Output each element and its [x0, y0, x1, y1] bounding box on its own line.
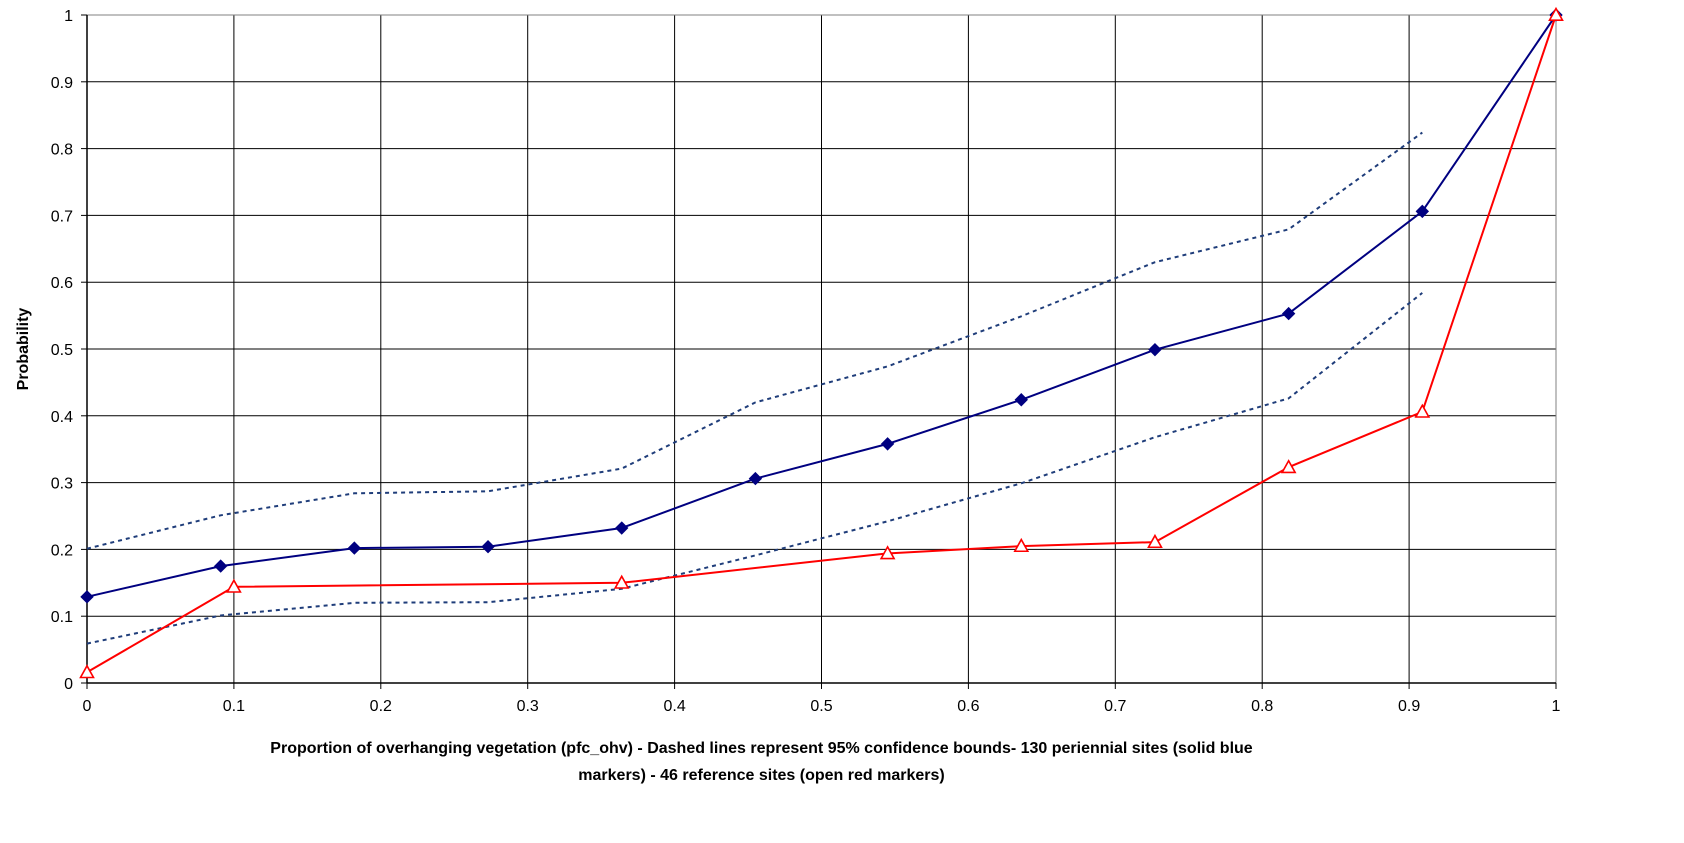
data-point-diamond: [1415, 204, 1430, 219]
y-tick-label: 0.2: [51, 542, 73, 559]
data-point-triangle: [1414, 403, 1431, 418]
y-tick-label: 0.8: [51, 142, 73, 159]
grid: [86, 14, 1557, 684]
y-axis-ticks: 0 0.1 0.2 0.3 0.4 0.5 0.6 0.7 0.8 0.9 1: [51, 8, 87, 693]
series-2: [86, 292, 1423, 645]
y-tick-label: 0.5: [51, 342, 73, 359]
y-tick-label: 0.4: [51, 409, 73, 426]
series-line-2: [86, 292, 1423, 645]
x-tick-label: 0.4: [663, 698, 685, 715]
series-1: [86, 131, 1423, 550]
data-point-diamond: [1281, 306, 1296, 321]
data-point-triangle: [226, 578, 242, 593]
y-axis-title: Probability: [15, 308, 32, 391]
series-3: [79, 6, 1564, 679]
data-point-triangle: [1013, 537, 1030, 553]
y-tick-label: 0.3: [51, 476, 73, 493]
data-point-triangle: [79, 664, 95, 679]
x-tick-label: 0.8: [1251, 698, 1273, 715]
x-tick-label: 0.5: [810, 698, 832, 715]
y-tick-label: 0.9: [51, 75, 73, 92]
data-point-diamond: [748, 471, 763, 486]
x-tick-label: 0.1: [223, 698, 245, 715]
data-point-triangle: [1280, 459, 1297, 474]
x-axis-ticks: 0 0.1 0.2 0.3 0.4 0.5 0.6 0.7 0.8 0.9 1: [83, 683, 1561, 715]
data-point-triangle: [1548, 6, 1564, 22]
data-point-diamond: [347, 541, 362, 555]
series-line-0: [86, 14, 1557, 598]
data-point-diamond: [1148, 342, 1162, 357]
x-tick-label: 0.7: [1104, 698, 1126, 715]
data-point-triangle: [1147, 533, 1163, 549]
y-tick-label: 0.7: [51, 208, 73, 225]
x-tick-label: 0.3: [517, 698, 539, 715]
y-tick-label: 1: [64, 8, 73, 25]
y-tick-label: 0.6: [51, 275, 73, 292]
data-point-diamond: [880, 437, 895, 451]
series-0: [80, 8, 1563, 604]
series-line-1: [86, 131, 1423, 550]
x-axis-title-line-2: markers) - 46 reference sites (open red …: [578, 767, 944, 784]
x-tick-label: 0.6: [957, 698, 979, 715]
data-point-diamond: [615, 521, 629, 535]
x-tick-label: 0.9: [1398, 698, 1420, 715]
data-point-triangle: [879, 545, 896, 560]
data-point-diamond: [213, 559, 228, 573]
series-layer: [79, 6, 1564, 679]
y-tick-label: 0.1: [51, 609, 73, 626]
data-point-diamond: [80, 590, 94, 604]
x-tick-label: 1: [1552, 698, 1561, 715]
data-point-diamond: [1014, 393, 1028, 407]
x-tick-label: 0: [83, 698, 92, 715]
data-point-triangle: [613, 574, 630, 589]
y-tick-label: 0: [64, 676, 73, 693]
x-tick-label: 0.2: [370, 698, 392, 715]
x-axis-title-line-1: Proportion of overhanging vegetation (pf…: [270, 740, 1253, 757]
data-point-diamond: [481, 540, 495, 554]
